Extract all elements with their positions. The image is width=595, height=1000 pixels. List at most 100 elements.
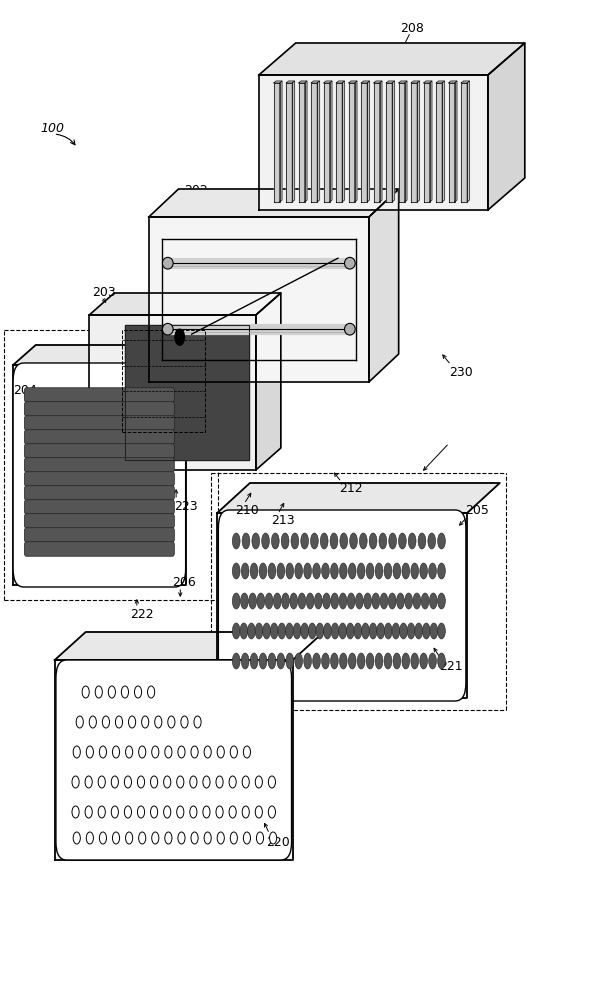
Ellipse shape — [362, 623, 369, 639]
Ellipse shape — [402, 563, 410, 579]
Ellipse shape — [402, 653, 410, 669]
Circle shape — [204, 832, 211, 844]
Polygon shape — [424, 83, 430, 202]
Polygon shape — [217, 483, 500, 513]
Ellipse shape — [255, 623, 263, 639]
Ellipse shape — [339, 623, 346, 639]
Ellipse shape — [271, 533, 279, 549]
Ellipse shape — [345, 257, 355, 269]
Text: 206: 206 — [173, 576, 196, 588]
Ellipse shape — [339, 653, 347, 669]
Polygon shape — [424, 81, 432, 83]
Polygon shape — [125, 325, 249, 460]
Circle shape — [268, 776, 275, 788]
Ellipse shape — [393, 563, 401, 579]
Ellipse shape — [313, 653, 321, 669]
Ellipse shape — [428, 563, 437, 579]
Ellipse shape — [349, 653, 356, 669]
Ellipse shape — [399, 533, 406, 549]
Circle shape — [165, 746, 172, 758]
Circle shape — [152, 746, 159, 758]
Polygon shape — [361, 81, 369, 83]
FancyBboxPatch shape — [24, 416, 174, 430]
Ellipse shape — [331, 593, 339, 609]
Ellipse shape — [357, 653, 365, 669]
Polygon shape — [399, 83, 405, 202]
Polygon shape — [299, 81, 307, 83]
FancyBboxPatch shape — [56, 660, 292, 860]
Circle shape — [126, 746, 133, 758]
FancyBboxPatch shape — [24, 514, 174, 528]
Circle shape — [86, 746, 93, 758]
Polygon shape — [89, 315, 256, 470]
Circle shape — [108, 686, 115, 698]
Circle shape — [73, 832, 80, 844]
Ellipse shape — [304, 653, 312, 669]
Ellipse shape — [278, 623, 286, 639]
Ellipse shape — [232, 533, 240, 549]
Ellipse shape — [320, 533, 328, 549]
Ellipse shape — [162, 323, 173, 335]
Circle shape — [177, 806, 184, 818]
Polygon shape — [317, 81, 320, 202]
Circle shape — [99, 746, 107, 758]
Ellipse shape — [430, 593, 437, 609]
Circle shape — [190, 806, 197, 818]
Ellipse shape — [232, 623, 240, 639]
Ellipse shape — [340, 533, 347, 549]
Circle shape — [155, 716, 162, 728]
Ellipse shape — [240, 623, 248, 639]
Ellipse shape — [322, 563, 330, 579]
Circle shape — [98, 806, 105, 818]
Ellipse shape — [268, 563, 276, 579]
Ellipse shape — [372, 593, 380, 609]
Circle shape — [148, 686, 155, 698]
Ellipse shape — [232, 653, 240, 669]
Circle shape — [175, 329, 184, 345]
Polygon shape — [336, 81, 345, 83]
Ellipse shape — [438, 653, 446, 669]
Circle shape — [216, 806, 223, 818]
Polygon shape — [411, 83, 417, 202]
Text: 205: 205 — [465, 504, 489, 516]
Polygon shape — [436, 81, 444, 83]
Ellipse shape — [308, 623, 316, 639]
Ellipse shape — [346, 623, 354, 639]
Polygon shape — [405, 81, 407, 202]
Ellipse shape — [313, 563, 321, 579]
Circle shape — [72, 776, 79, 788]
Ellipse shape — [339, 563, 347, 579]
Polygon shape — [13, 345, 208, 365]
Ellipse shape — [291, 533, 299, 549]
Polygon shape — [367, 81, 369, 202]
Circle shape — [102, 716, 109, 728]
FancyBboxPatch shape — [24, 458, 174, 472]
Ellipse shape — [420, 653, 427, 669]
Ellipse shape — [268, 653, 276, 669]
FancyBboxPatch shape — [24, 500, 174, 514]
Circle shape — [137, 776, 145, 788]
Ellipse shape — [304, 563, 312, 579]
Ellipse shape — [428, 533, 436, 549]
Text: 212: 212 — [339, 482, 363, 494]
Circle shape — [129, 716, 136, 728]
Circle shape — [178, 746, 185, 758]
Ellipse shape — [281, 533, 289, 549]
Ellipse shape — [293, 623, 301, 639]
Ellipse shape — [295, 653, 303, 669]
Polygon shape — [417, 81, 419, 202]
Ellipse shape — [265, 593, 273, 609]
Text: 230: 230 — [449, 365, 473, 378]
Ellipse shape — [364, 593, 371, 609]
FancyBboxPatch shape — [13, 363, 186, 587]
Polygon shape — [89, 293, 281, 315]
Circle shape — [164, 776, 171, 788]
Circle shape — [191, 832, 198, 844]
Circle shape — [164, 806, 171, 818]
Polygon shape — [149, 217, 369, 382]
Polygon shape — [292, 81, 295, 202]
Polygon shape — [449, 81, 457, 83]
Circle shape — [99, 832, 107, 844]
Ellipse shape — [375, 653, 383, 669]
Polygon shape — [399, 81, 407, 83]
